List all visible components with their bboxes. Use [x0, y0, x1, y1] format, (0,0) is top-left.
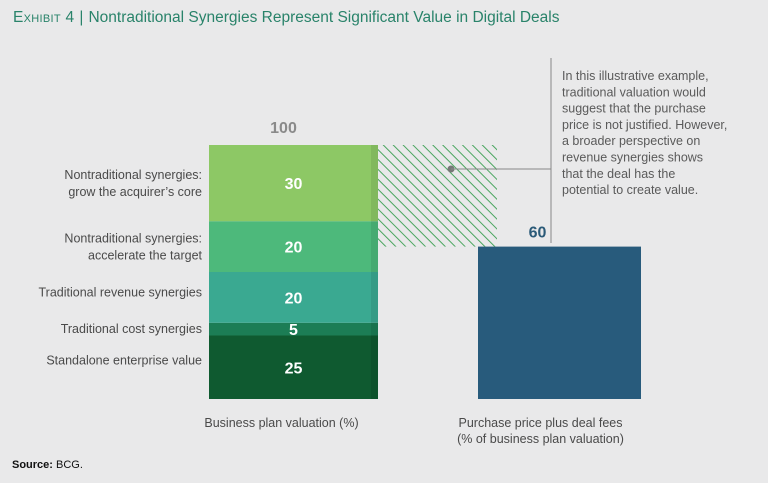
category-label: Traditional cost synergies [61, 322, 202, 336]
hatched-gap-area [378, 145, 497, 247]
x-axis-label-business-plan: Business plan valuation (%) [204, 416, 358, 430]
category-label-line1: Nontraditional synergies: [64, 168, 202, 182]
segment-bar-traditional-revenue-synergies [209, 272, 378, 323]
source-note: Source: BCG. [12, 459, 83, 471]
segment-shade-1 [371, 335, 378, 399]
source-text: BCG. [56, 459, 83, 471]
annotation-text-line: price is not justified. However, [562, 118, 727, 132]
category-label: Standalone enterprise value [46, 353, 202, 367]
bars-layer [209, 145, 641, 399]
category-label-line1: Nontraditional synergies: [64, 232, 202, 246]
segment-value-label: 30 [285, 176, 303, 193]
x-axis-label-purchase-price: (% of business plan valuation) [457, 432, 624, 446]
segment-shade-3 [371, 272, 378, 323]
segment-bar-nontraditional-synergies-accelerate-the-target [209, 221, 378, 272]
title-text: Nontraditional Synergies Represent Signi… [88, 9, 560, 26]
segment-value-label: 25 [285, 360, 303, 377]
segment-shade-4 [371, 221, 378, 272]
purchase-price-value-label: 60 [529, 225, 547, 242]
source-label: Source: [12, 459, 53, 471]
segment-shade-5 [371, 145, 378, 222]
annotation-text-line: suggest that the purchase [562, 102, 706, 116]
category-label-line2: accelerate the target [88, 249, 202, 263]
category-label-line2: grow the acquirer’s core [68, 185, 202, 199]
segment-value-label: 20 [285, 240, 303, 257]
annotation-text-line: revenue synergies shows [562, 151, 703, 165]
segment-bar-traditional-cost-synergies [209, 322, 378, 336]
title-separator: | [79, 9, 84, 26]
segment-bar-nontraditional-synergies-grow-the-acquirer-s-core [209, 145, 378, 222]
annotation-text-line: traditional valuation would [562, 85, 706, 99]
annotation-text-line: In this illustrative example, [562, 69, 709, 83]
annotation-text-line: that the deal has the [562, 167, 675, 181]
annotation-text-line: a broader perspective on [562, 134, 700, 148]
total-value-label: 100 [270, 120, 297, 137]
segment-value-label: 20 [285, 290, 303, 307]
purchase-price-bar [478, 246, 641, 399]
chart-title: Exhibit 4 | Nontraditional Synergies Repre… [13, 9, 559, 27]
segment-value-label: 5 [289, 322, 298, 339]
x-axis-label-purchase-price: Purchase price plus deal fees [459, 416, 623, 430]
category-label: Traditional revenue synergies [38, 285, 202, 299]
labels-layer: 25 Standalone enterprise value 5 Traditiona… [38, 58, 727, 446]
segment-shade-2 [371, 322, 378, 336]
annotation-text-line: potential to create value. [562, 183, 698, 197]
exhibit-label: Exhibit 4 [13, 9, 75, 26]
segment-bar-standalone-enterprise-value [209, 335, 378, 399]
